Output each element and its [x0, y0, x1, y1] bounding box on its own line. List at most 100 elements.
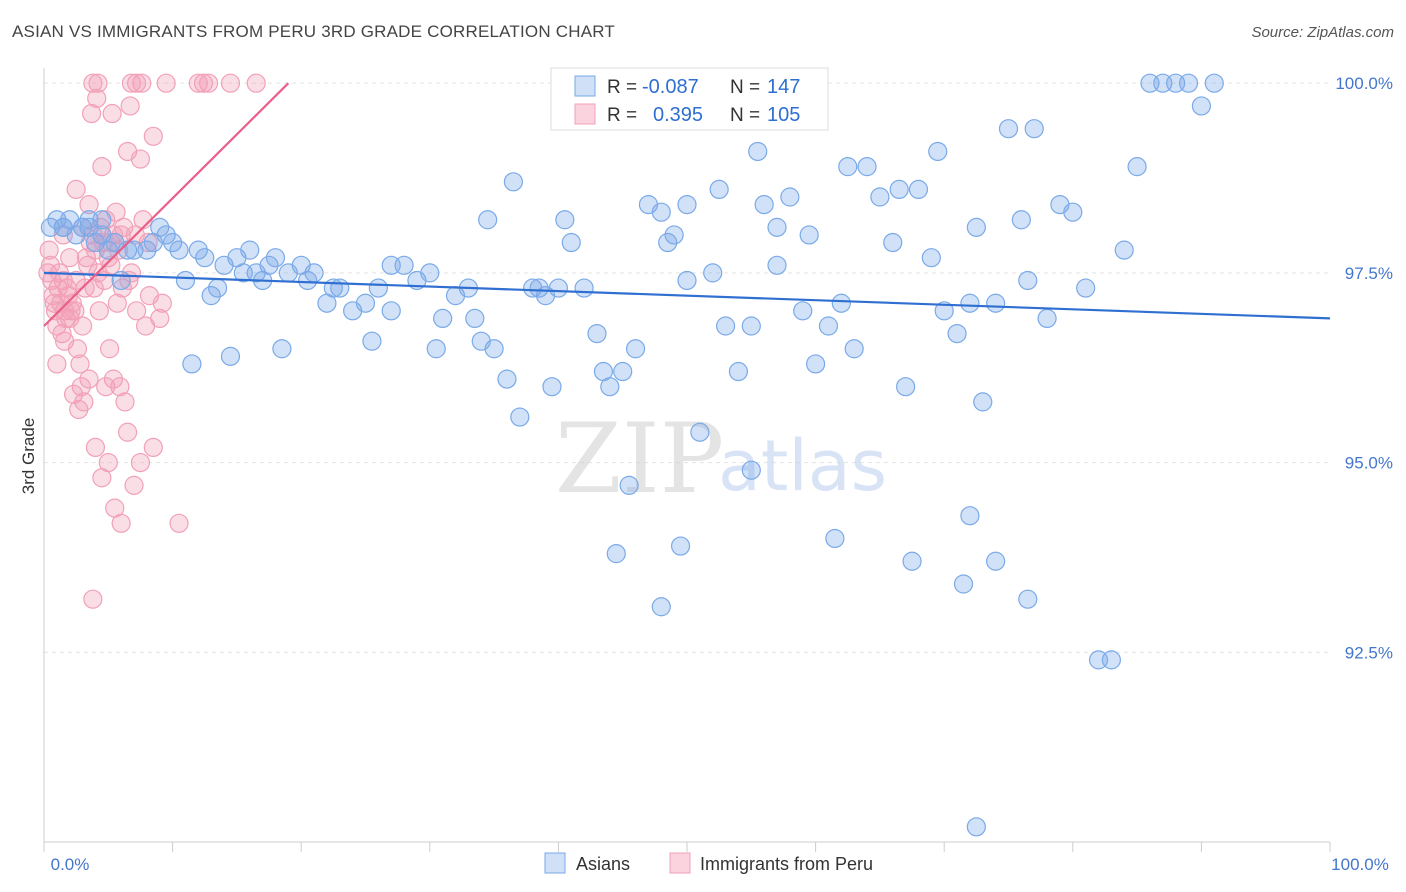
asian-point-20 [201, 286, 221, 306]
asian-point-72 [831, 293, 851, 313]
asian-point-116 [670, 536, 691, 556]
asian-point-82 [960, 293, 980, 313]
peru-point-94 [76, 248, 97, 268]
peru-point-53 [126, 73, 147, 93]
peru-point-82 [152, 293, 172, 313]
asian-point-47 [510, 407, 530, 427]
asian-point-104 [555, 210, 575, 230]
asian-point-41 [433, 308, 453, 329]
peru-point-83 [121, 263, 142, 283]
asian-point-19 [195, 248, 215, 268]
asian-point-90 [1063, 202, 1083, 222]
asian-point-64 [728, 361, 749, 382]
bottom-legend-peru: Immigrants from Peru [700, 854, 873, 874]
asian-points [40, 73, 1224, 837]
legend-n-peru: 105 [767, 104, 800, 126]
asian-point-55 [613, 361, 633, 382]
asian-point-11 [111, 270, 131, 291]
asian-point-144 [323, 278, 343, 298]
peru-point-40 [66, 179, 86, 200]
peru-point-23 [72, 316, 93, 336]
peru-point-47 [87, 88, 107, 108]
asian-point-88 [1037, 308, 1057, 329]
asian-point-74 [857, 157, 877, 177]
peru-point-77 [103, 369, 124, 389]
axes [43, 68, 1331, 852]
asian-point-102 [503, 172, 523, 192]
asian-point-101 [1204, 73, 1224, 93]
asian-point-16 [163, 232, 183, 253]
legend-swatch-asians [574, 75, 596, 97]
asian-point-17 [175, 270, 196, 291]
asian-point-53 [587, 323, 607, 344]
asian-point-5 [72, 217, 93, 237]
x-tick-label-1: 100.0% [1331, 855, 1389, 874]
asian-point-138 [92, 210, 112, 230]
asian-point-63 [715, 316, 736, 336]
asian-point-123 [1018, 589, 1038, 609]
peru-point-20 [65, 301, 85, 321]
peru-point-19 [62, 293, 82, 313]
y-tick-label-0: 100.0% [1335, 74, 1393, 93]
peru-point-22 [70, 354, 90, 374]
asian-point-124 [651, 597, 671, 617]
peru-point-52 [121, 73, 142, 93]
asian-point-118 [825, 528, 845, 549]
bottom-legend-swatch-peru [669, 852, 691, 874]
asian-point-24 [240, 240, 260, 260]
asian-point-56 [625, 339, 646, 359]
asian-point-62 [703, 263, 723, 283]
peru-point-61 [63, 384, 84, 404]
asian-point-91 [1076, 278, 1096, 298]
asian-point-77 [896, 377, 916, 397]
peru-point-46 [81, 103, 102, 124]
asian-point-60 [677, 270, 697, 291]
y-tick-labels: 100.0% 97.5% 95.0% 92.5% [1335, 74, 1393, 662]
peru-point-76 [96, 377, 116, 397]
bottom-legend-swatch-asians [544, 852, 566, 874]
asian-point-81 [947, 323, 967, 344]
peru-point-65 [85, 437, 106, 458]
asian-point-85 [998, 119, 1019, 139]
asian-point-40 [420, 263, 440, 283]
peru-point-80 [126, 301, 147, 321]
trend-line-peru [43, 82, 290, 327]
asian-point-140 [169, 240, 189, 260]
legend-n-asians: 147 [767, 76, 800, 98]
peru-point-79 [115, 392, 135, 412]
asian-point-117 [741, 460, 761, 480]
asian-point-83 [973, 392, 993, 412]
asian-point-125 [966, 817, 986, 837]
peru-point-74 [169, 513, 189, 533]
y-tick-label-3: 92.5% [1345, 643, 1393, 662]
asian-point-119 [902, 551, 922, 571]
peru-point-63 [74, 392, 94, 412]
asian-point-45 [484, 339, 504, 359]
peru-point-48 [102, 103, 122, 124]
peru-point-49 [120, 96, 140, 116]
peru-point-60 [246, 73, 266, 93]
asian-point-50 [548, 278, 569, 298]
peru-point-41 [79, 194, 99, 215]
peru-point-50 [83, 73, 103, 93]
peru-point-10 [39, 240, 59, 260]
asian-point-107 [709, 179, 729, 200]
peru-point-95 [84, 278, 104, 298]
peru-point-71 [124, 475, 144, 495]
asian-point-136 [143, 232, 163, 253]
asian-point-86 [1011, 210, 1031, 230]
asian-point-127 [220, 346, 241, 366]
peru-point-70 [117, 422, 138, 442]
peru-point-42 [92, 157, 112, 177]
peru-point-58 [199, 73, 219, 93]
legend-r-peru: 0.395 [653, 104, 703, 126]
asian-point-18 [188, 240, 208, 260]
asian-point-112 [928, 141, 948, 162]
asian-point-141 [233, 263, 253, 283]
asian-point-37 [381, 301, 401, 321]
peru-point-96 [89, 301, 109, 321]
peru-point-45 [143, 126, 163, 146]
asian-point-66 [754, 194, 774, 215]
legend-r-asians: -0.087 [642, 76, 699, 98]
